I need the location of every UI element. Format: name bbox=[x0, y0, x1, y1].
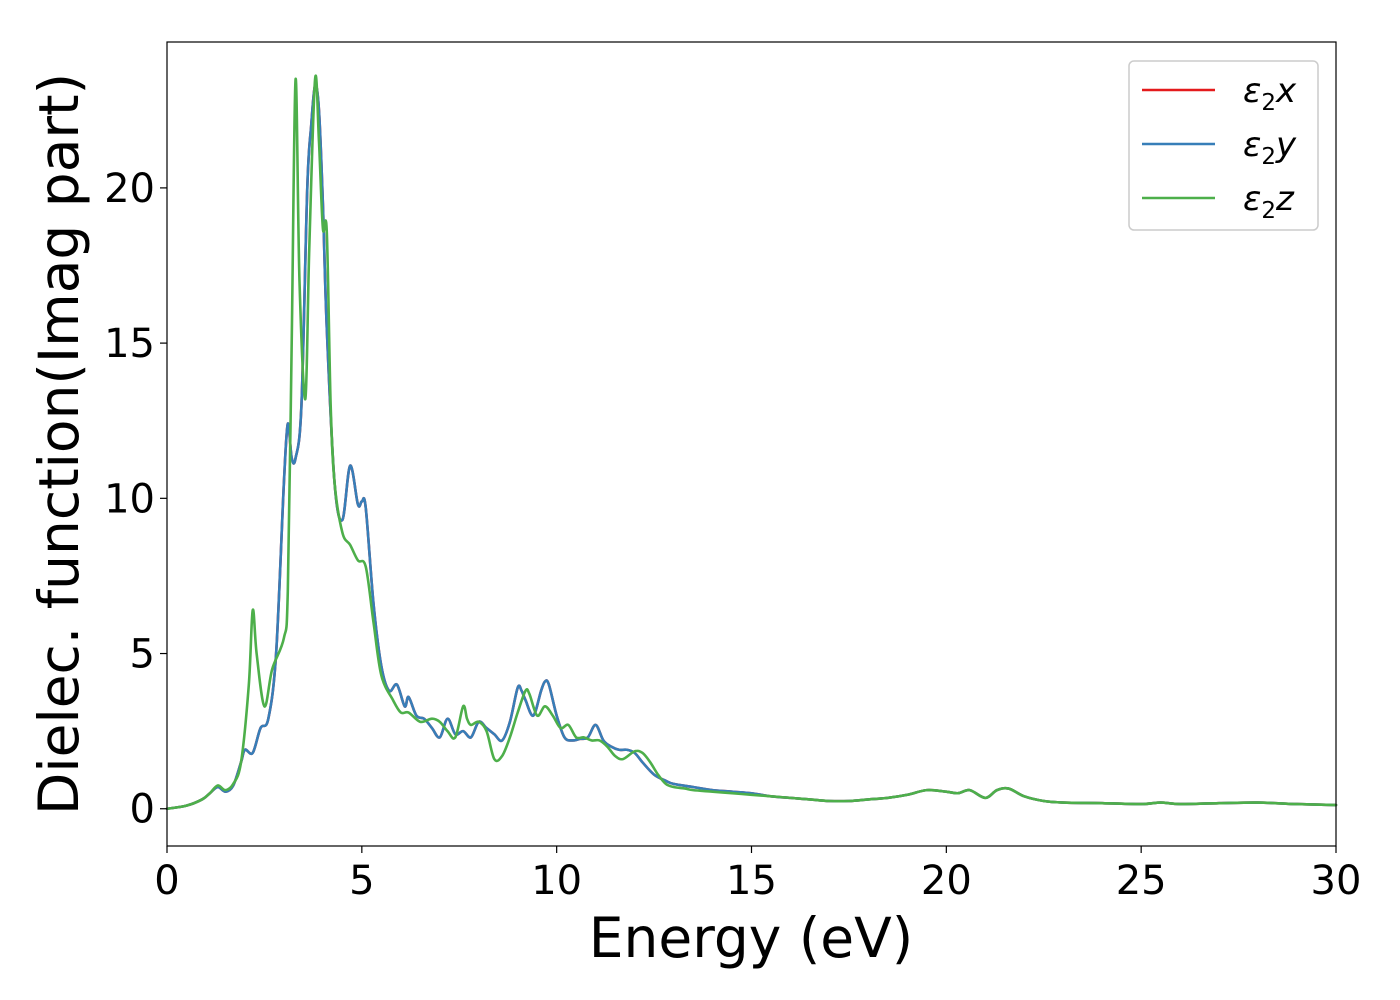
legend-label: ε2x bbox=[1243, 71, 1297, 116]
series-line-z bbox=[165, 74, 1338, 811]
series-layer bbox=[165, 74, 1338, 811]
legend: ε2x ε2y ε2z bbox=[1128, 60, 1319, 231]
y-tick-label: 20 bbox=[104, 166, 155, 212]
y-axis-label: Dielec. function(Imag part) bbox=[27, 73, 91, 815]
y-tick-label: 0 bbox=[130, 787, 155, 833]
x-tick-label: 25 bbox=[1116, 858, 1167, 904]
y-tick-label: 10 bbox=[104, 476, 155, 522]
y-axis-ticks: 0 5 10 15 20 bbox=[104, 166, 167, 833]
y-tick-label: 5 bbox=[130, 632, 155, 678]
legend-frame bbox=[1128, 60, 1319, 231]
x-axis-label: Energy (eV) bbox=[589, 906, 913, 970]
x-tick-label: 5 bbox=[349, 858, 374, 904]
legend-label: ε2y bbox=[1243, 125, 1297, 170]
legend-label: ε2z bbox=[1243, 179, 1295, 224]
y-tick-label: 15 bbox=[104, 321, 155, 367]
x-tick-label: 10 bbox=[531, 858, 582, 904]
x-tick-label: 0 bbox=[154, 858, 179, 904]
x-tick-label: 20 bbox=[921, 858, 972, 904]
x-axis-ticks: 0 5 10 15 20 25 30 bbox=[154, 846, 1361, 904]
x-tick-label: 15 bbox=[726, 858, 777, 904]
x-tick-label: 30 bbox=[1311, 858, 1362, 904]
